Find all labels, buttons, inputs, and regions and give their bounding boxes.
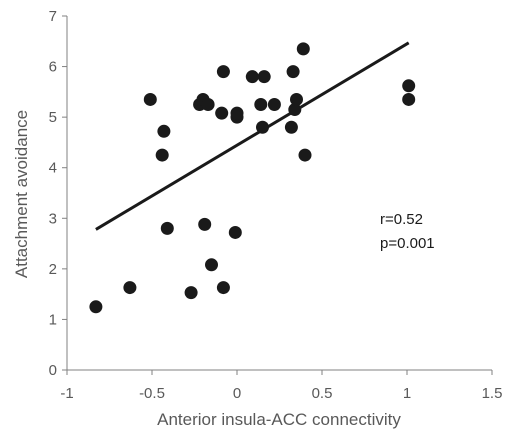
data-points [89, 42, 416, 314]
data-point [286, 65, 300, 79]
data-point [284, 120, 298, 134]
x-tick-label: 0.5 [312, 385, 333, 402]
trend-line [95, 41, 410, 231]
data-point [123, 281, 137, 295]
data-point [245, 70, 259, 84]
data-point [201, 98, 215, 111]
data-point [254, 98, 268, 111]
data-point [257, 70, 271, 84]
x-axis-ticks: -1 -0.5 0 0.5 1 1.5 [60, 370, 502, 402]
data-point [298, 148, 312, 162]
data-point [230, 106, 244, 120]
y-tick-label: 4 [49, 160, 57, 177]
p-value-label: p=0.001 [380, 235, 435, 252]
y-axis-title: Attachment avoidance [12, 110, 31, 278]
data-point [216, 65, 230, 79]
data-point [402, 79, 416, 93]
data-point [267, 98, 281, 111]
y-tick-label: 1 [49, 311, 57, 328]
data-point [290, 92, 303, 106]
data-point [198, 217, 212, 231]
data-point [184, 286, 198, 300]
x-tick-label: -0.5 [139, 385, 165, 402]
y-tick-label: 2 [49, 261, 57, 278]
y-tick-label: 0 [49, 362, 57, 379]
data-point [157, 124, 171, 138]
data-point [205, 258, 218, 272]
data-point [216, 281, 230, 295]
x-axis-title: Anterior insula-ACC connectivity [157, 410, 401, 429]
data-point [296, 42, 310, 56]
y-tick-label: 7 [49, 8, 57, 25]
x-tick-label: 1.5 [482, 385, 503, 402]
data-point [143, 92, 157, 106]
y-axis-ticks: 0 1 2 3 4 5 6 7 [49, 8, 67, 379]
data-point [228, 225, 242, 239]
x-tick-label: -1 [60, 385, 73, 402]
x-tick-label: 0 [233, 385, 241, 402]
y-tick-label: 6 [49, 59, 57, 76]
correlation-r-label: r=0.52 [380, 211, 423, 228]
data-point [155, 148, 169, 162]
data-point [89, 300, 103, 314]
y-tick-label: 5 [49, 109, 57, 126]
data-point [160, 221, 174, 235]
data-point [215, 106, 229, 120]
data-point [288, 103, 302, 117]
y-tick-label: 3 [49, 210, 57, 227]
data-point [402, 92, 416, 106]
data-point [256, 120, 269, 134]
x-tick-label: 1 [403, 385, 411, 402]
